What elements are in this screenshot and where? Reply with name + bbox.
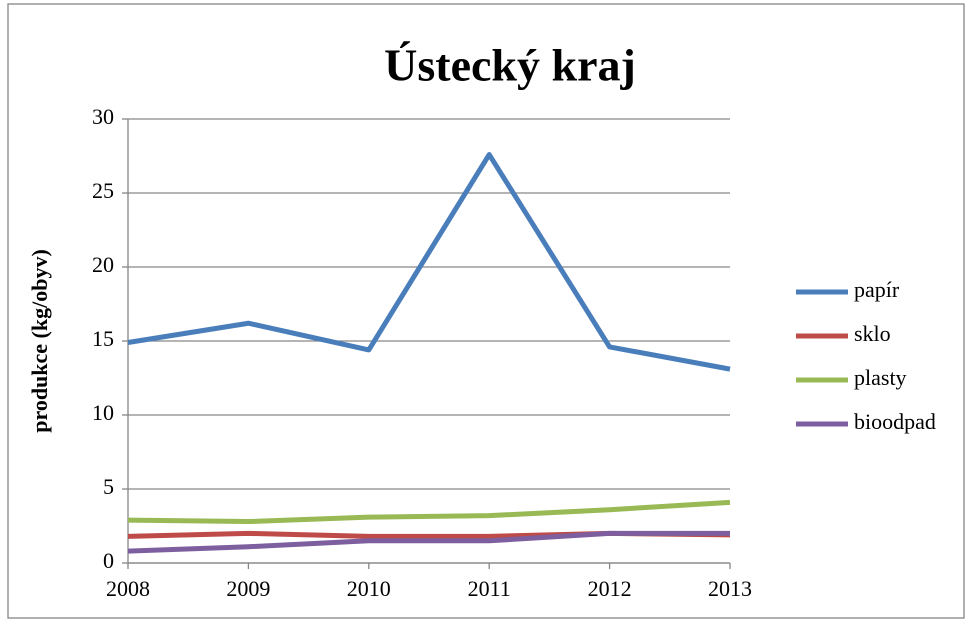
series-line xyxy=(127,152,731,372)
legend-label: papír xyxy=(854,277,900,302)
x-tick-label: 2013 xyxy=(708,576,752,601)
legend-label: sklo xyxy=(854,321,891,346)
x-tick-label: 2008 xyxy=(106,576,150,601)
y-tick-label: 5 xyxy=(103,474,114,499)
y-axis-label: produkce (kg/obyv) xyxy=(27,249,52,433)
x-tick-label: 2011 xyxy=(468,576,511,601)
series-line xyxy=(127,530,730,554)
chart-title: Ústecký kraj xyxy=(384,40,636,91)
y-tick-label: 0 xyxy=(103,548,114,573)
x-tick-label: 2009 xyxy=(226,576,270,601)
series-line xyxy=(127,499,731,525)
x-tick-label: 2012 xyxy=(588,576,632,601)
chart-frame xyxy=(7,3,965,619)
y-tick-label: 15 xyxy=(92,326,114,351)
legend-label: plasty xyxy=(854,365,907,390)
legend-label: bioodpad xyxy=(854,409,936,434)
y-tick-label: 20 xyxy=(92,252,114,277)
y-tick-label: 25 xyxy=(92,178,114,203)
x-tick-label: 2010 xyxy=(347,576,391,601)
y-tick-label: 30 xyxy=(92,104,114,129)
y-tick-label: 10 xyxy=(92,400,114,425)
